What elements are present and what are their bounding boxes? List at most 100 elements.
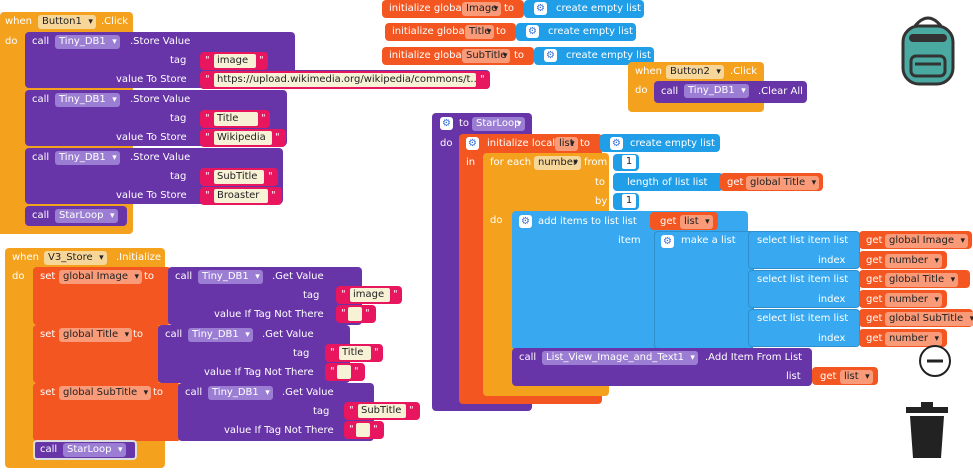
text-value[interactable]: image <box>214 54 256 68</box>
variable-dropdown[interactable]: global Title <box>885 273 959 287</box>
gear-icon[interactable]: ⚙ <box>519 215 532 228</box>
select-list-item-block[interactable] <box>748 231 860 269</box>
variable-dropdown[interactable]: global SubTitle <box>885 312 973 326</box>
by-label: by <box>595 196 608 207</box>
create-empty-list-block[interactable] <box>524 0 644 18</box>
procedure-dropdown[interactable]: StarLoop <box>63 443 126 457</box>
variable-dropdown[interactable]: number <box>885 254 943 268</box>
method-name: .Add Item From List <box>705 352 803 363</box>
procedure-name-field[interactable]: StarLoop <box>472 117 525 131</box>
variable-name-field[interactable]: Image <box>462 2 502 16</box>
from-value[interactable]: 1 <box>622 155 636 169</box>
gear-icon[interactable]: ⚙ <box>440 117 453 130</box>
component-dropdown[interactable]: List_View_Image_and_Text1 <box>542 351 698 365</box>
variable-dropdown[interactable]: global Image <box>885 234 968 248</box>
component-dropdown[interactable]: Tiny_DB1 <box>208 386 273 400</box>
backpack-icon[interactable] <box>893 12 963 88</box>
gear-icon[interactable]: ⚙ <box>534 2 547 15</box>
variable-dropdown[interactable]: list <box>840 370 873 384</box>
component-dropdown[interactable]: Tiny_DB1 <box>684 84 749 98</box>
gear-icon[interactable]: ⚙ <box>610 137 623 150</box>
method-name: .Store Value <box>130 94 191 105</box>
gear-icon[interactable]: ⚙ <box>466 137 479 150</box>
tag-label: tag <box>303 290 320 301</box>
init-local-label: initialize local <box>487 138 556 149</box>
create-empty-list-block[interactable] <box>534 47 654 65</box>
do-label: do <box>12 271 25 282</box>
text-value[interactable]: SubTitle <box>214 170 264 184</box>
variable-dropdown[interactable]: number <box>885 293 943 307</box>
component-dropdown[interactable]: Tiny_DB1 <box>55 35 120 49</box>
variable-name-field[interactable]: SubTitle <box>462 49 511 63</box>
variable-dropdown[interactable]: global SubTitle <box>59 386 152 400</box>
zoom-out-icon[interactable] <box>918 344 952 378</box>
call-label: call <box>32 36 50 47</box>
gear-icon[interactable]: ⚙ <box>526 25 539 38</box>
call-label: call <box>32 94 50 105</box>
to-label: to <box>153 387 164 398</box>
empty-text-value[interactable] <box>356 423 370 437</box>
gear-icon[interactable]: ⚙ <box>544 49 557 62</box>
value-label: value To Store <box>116 132 187 143</box>
component-dropdown[interactable]: Tiny_DB1 <box>55 93 120 107</box>
component-dropdown[interactable]: Tiny_DB1 <box>198 270 263 284</box>
create-empty-list-label: create empty list <box>630 138 715 149</box>
text-value[interactable]: Broaster <box>214 189 268 203</box>
get-label: get <box>866 274 883 285</box>
component-dropdown[interactable]: Button1 <box>38 15 96 29</box>
create-empty-list-block[interactable] <box>600 134 720 152</box>
tag-label: tag <box>170 171 187 182</box>
event-name: .Initialize <box>116 252 162 263</box>
gear-icon[interactable]: ⚙ <box>661 235 674 248</box>
get-label: get <box>820 371 837 382</box>
in-label: in <box>466 157 476 168</box>
select-label: select list item list <box>757 274 849 285</box>
text-value[interactable]: Wikipedia <box>214 131 272 145</box>
call-label: call <box>185 387 203 398</box>
component-dropdown[interactable]: Tiny_DB1 <box>55 151 120 165</box>
empty-text-value[interactable] <box>348 307 362 321</box>
to-label: to <box>580 138 591 149</box>
text-value[interactable]: Title <box>214 112 258 126</box>
length-of-list-block[interactable] <box>613 173 723 191</box>
create-empty-list-block[interactable] <box>516 23 636 41</box>
list-label: list <box>786 371 801 382</box>
text-value[interactable]: SubTitle <box>358 404 406 418</box>
default-label: value If Tag Not There <box>214 309 324 320</box>
variable-dropdown[interactable]: global Title <box>746 176 820 190</box>
method-name: .Clear All <box>758 86 803 97</box>
variable-dropdown[interactable]: global Image <box>59 270 142 284</box>
text-value[interactable]: image <box>350 288 390 302</box>
select-list-item-block[interactable] <box>748 309 860 347</box>
text-value[interactable]: https://upload.wikimedia.org/wikipedia/c… <box>214 73 476 87</box>
variable-name-field[interactable]: list <box>555 137 578 151</box>
call-label: call <box>32 210 50 221</box>
when-label: when <box>5 16 33 27</box>
for-each-label: for each <box>490 157 532 168</box>
component-dropdown[interactable]: V3_Store <box>44 251 107 265</box>
index-label: index <box>818 255 846 266</box>
variable-name-field[interactable]: Title <box>465 25 495 39</box>
select-list-item-block[interactable] <box>748 270 860 308</box>
variable-dropdown[interactable]: number <box>885 332 943 346</box>
method-name: .Store Value <box>130 36 191 47</box>
component-dropdown[interactable]: Tiny_DB1 <box>188 328 253 342</box>
by-value[interactable]: 1 <box>622 194 636 208</box>
procedure-dropdown[interactable]: StarLoop <box>55 209 118 223</box>
method-name: .Get Value <box>272 271 324 282</box>
variable-dropdown[interactable]: list <box>680 215 713 229</box>
loop-variable-field[interactable]: number <box>534 156 582 170</box>
to-label: to <box>459 118 470 129</box>
make-list-label: make a list <box>681 235 736 246</box>
do-label: do <box>490 215 503 226</box>
value-label: value To Store <box>116 190 187 201</box>
get-label: get <box>660 216 677 227</box>
text-value[interactable]: Title <box>339 346 371 360</box>
trash-icon[interactable] <box>904 402 950 460</box>
variable-dropdown[interactable]: global Title <box>59 328 133 342</box>
get-label: get <box>866 255 883 266</box>
to-label: to <box>144 271 155 282</box>
empty-text-value[interactable] <box>337 365 351 379</box>
component-dropdown[interactable]: Button2 <box>666 65 724 79</box>
make-a-list-block[interactable] <box>654 231 754 349</box>
